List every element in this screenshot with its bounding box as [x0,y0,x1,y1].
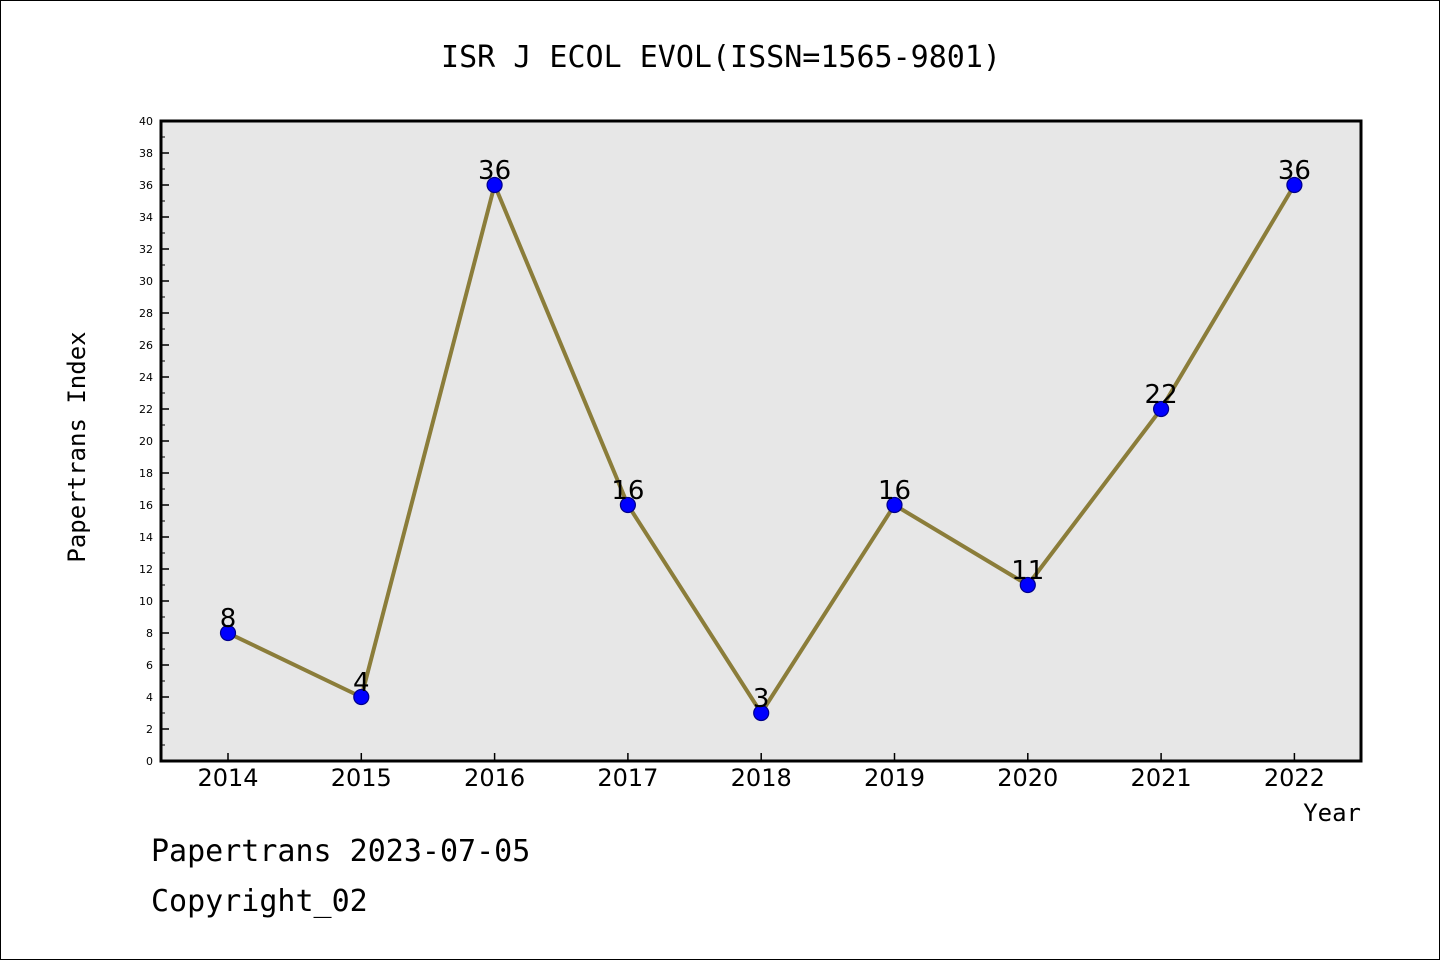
y-tick-label: 24 [139,371,153,384]
x-tick-label: 2015 [331,764,392,792]
x-tick-label: 2017 [597,764,658,792]
x-tick-label: 2014 [197,764,258,792]
data-label: 3 [753,684,770,714]
data-label: 16 [611,476,644,506]
x-tick-label: 2021 [1131,764,1192,792]
data-point [886,496,903,514]
y-tick-label: 16 [139,499,153,512]
y-axis-label: Papertrans Index [63,331,91,562]
y-tick-label: 26 [139,339,153,352]
x-tick-label: 2022 [1264,764,1325,792]
footer-copyright: Copyright_02 [151,884,368,919]
data-label: 16 [878,476,911,506]
x-tick-label: 2016 [464,764,525,792]
x-tick-label: 2019 [864,764,925,792]
y-tick-label: 12 [139,563,153,576]
y-tick-label: 8 [146,627,153,640]
series-layer: 8 4 36 16 3 16 11 22 36 [219,156,1311,722]
data-label: 22 [1145,380,1178,410]
plot-border [159,119,1363,763]
y-tick-label: 18 [139,467,153,480]
data-point [753,704,770,722]
data-point [219,624,237,642]
footer-date: Papertrans 2023-07-05 [151,834,531,869]
x-axis-label: Year [1303,799,1361,827]
chart-title: ISR J ECOL EVOL(ISSN=1565-9801) [441,40,1001,75]
data-point [353,688,370,706]
y-tick-label: 36 [139,179,153,192]
data-label: 36 [1278,156,1311,186]
y-tick-label: 14 [139,531,153,544]
y-tick-label: 34 [139,211,153,224]
y-tick-label: 40 [139,115,153,128]
y-tick-label: 22 [139,403,153,416]
y-tick-label: 20 [139,435,153,448]
x-tick-label: 2020 [997,764,1058,792]
data-point [1286,176,1303,194]
plot-area [161,121,1361,761]
data-label: 11 [1011,556,1044,586]
data-point [1019,576,1036,594]
y-tick-label: 10 [139,595,153,608]
y-tick-label: 32 [139,243,153,256]
data-label: 36 [478,156,511,186]
x-tick-label: 2018 [731,764,792,792]
y-tick-label: 0 [146,755,153,768]
y-tick-label: 38 [139,147,153,160]
data-point [619,496,637,514]
y-tick-label: 28 [139,307,153,320]
y-tick-label: 30 [139,275,153,288]
y-tick-label: 2 [146,723,153,736]
y-tick-label: 6 [146,659,153,672]
data-label: 4 [353,668,370,698]
data-point [486,176,503,194]
data-point [1152,400,1170,418]
data-label: 8 [220,604,237,634]
y-tick-label: 4 [146,691,153,704]
